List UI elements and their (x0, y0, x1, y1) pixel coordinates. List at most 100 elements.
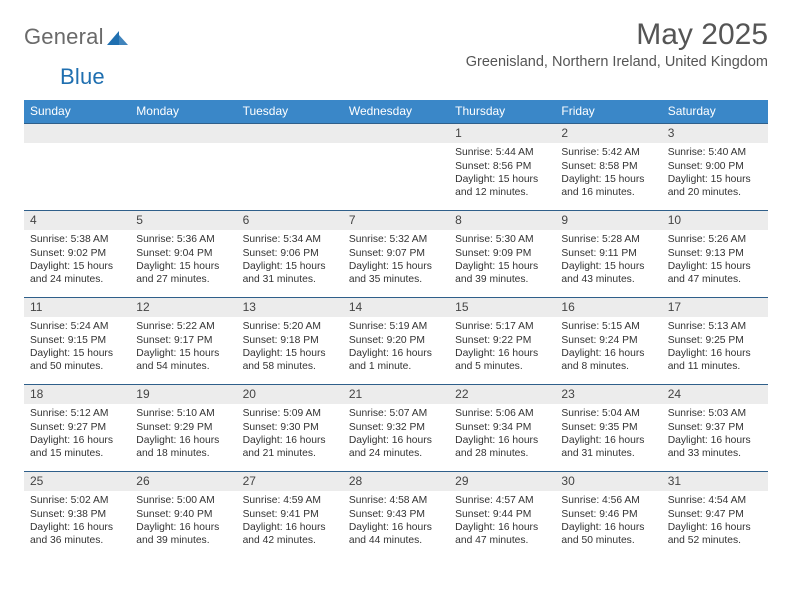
day-detail: Sunrise: 5:00 AMSunset: 9:40 PMDaylight:… (134, 494, 232, 547)
day-number: 19 (130, 385, 236, 404)
day-detail: Sunrise: 5:15 AMSunset: 9:24 PMDaylight:… (559, 320, 657, 373)
day-daylight2: and 21 minutes. (243, 447, 337, 460)
day-cell: 11Sunrise: 5:24 AMSunset: 9:15 PMDayligh… (24, 298, 130, 384)
day-daylight2: and 15 minutes. (30, 447, 124, 460)
day-number: 7 (343, 211, 449, 230)
day-cell: 22 Sunrise: 5:06 AMSunset: 9:34 PMDayligh… (449, 385, 555, 471)
day-cell: 6 Sunrise: 5:34 AMSunset: 9:06 PMDaylight… (237, 211, 343, 297)
weekday-header: Thursday (449, 100, 555, 123)
day-daylight1: Daylight: 15 hours (243, 347, 337, 360)
day-detail: Sunrise: 4:58 AMSunset: 9:43 PMDaylight:… (347, 494, 445, 547)
day-detail: Sunrise: 4:54 AMSunset: 9:47 PMDaylight:… (666, 494, 764, 547)
day-cell: 4Sunrise: 5:38 AMSunset: 9:02 PMDaylight… (24, 211, 130, 297)
day-sunrise: Sunrise: 5:17 AM (455, 320, 549, 333)
day-cell: 13Sunrise: 5:20 AMSunset: 9:18 PMDayligh… (237, 298, 343, 384)
day-detail: Sunrise: 5:09 AMSunset: 9:30 PMDaylight:… (241, 407, 339, 460)
day-sunrise: Sunrise: 5:09 AM (243, 407, 337, 420)
day-number: 16 (555, 298, 661, 317)
day-daylight1: Daylight: 16 hours (349, 521, 443, 534)
day-number: 21 (343, 385, 449, 404)
weekday-header: Sunday (24, 100, 130, 123)
day-daylight2: and 58 minutes. (243, 360, 337, 373)
day-daylight1: Daylight: 16 hours (243, 521, 337, 534)
day-daylight1: Daylight: 16 hours (668, 521, 762, 534)
day-cell: 20Sunrise: 5:09 AMSunset: 9:30 PMDayligh… (237, 385, 343, 471)
day-cell: 23Sunrise: 5:04 AMSunset: 9:35 PMDayligh… (555, 385, 661, 471)
day-detail: Sunrise: 5:06 AMSunset: 9:34 PMDaylight:… (453, 407, 551, 460)
title-block: May 2025 Greenisland, Northern Ireland, … (466, 18, 768, 70)
day-number: 5 (130, 211, 236, 230)
day-detail: Sunrise: 5:07 AMSunset: 9:32 PMDaylight:… (347, 407, 445, 460)
page-root: General May 2025 Greenisland, Northern I… (0, 0, 792, 572)
weekday-header-row: Sunday Monday Tuesday Wednesday Thursday… (24, 100, 768, 123)
day-sunrise: Sunrise: 5:04 AM (561, 407, 655, 420)
day-number: 22 (449, 385, 555, 404)
day-number: 25 (24, 472, 130, 491)
day-detail: Sunrise: 5:44 AMSunset: 8:56 PMDaylight:… (453, 146, 551, 199)
day-cell: 10Sunrise: 5:26 AMSunset: 9:13 PMDayligh… (662, 211, 768, 297)
day-daylight1: Daylight: 16 hours (136, 434, 230, 447)
day-sunrise: Sunrise: 4:54 AM (668, 494, 762, 507)
day-sunset: Sunset: 9:25 PM (668, 334, 762, 347)
day-cell: 25Sunrise: 5:02 AMSunset: 9:38 PMDayligh… (24, 472, 130, 558)
day-daylight1: Daylight: 15 hours (455, 173, 549, 186)
day-daylight2: and 54 minutes. (136, 360, 230, 373)
day-detail: Sunrise: 5:28 AMSunset: 9:11 PMDaylight:… (559, 233, 657, 286)
day-cell: 3Sunrise: 5:40 AMSunset: 9:00 PMDaylight… (662, 124, 768, 210)
day-sunrise: Sunrise: 5:03 AM (668, 407, 762, 420)
day-daylight2: and 52 minutes. (668, 534, 762, 547)
day-daylight2: and 24 minutes. (349, 447, 443, 460)
brand-mark-icon (107, 29, 129, 47)
day-sunset: Sunset: 9:44 PM (455, 508, 549, 521)
day-sunset: Sunset: 9:27 PM (30, 421, 124, 434)
day-daylight2: and 42 minutes. (243, 534, 337, 547)
day-cell: 21 Sunrise: 5:07 AMSunset: 9:32 PMDayligh… (343, 385, 449, 471)
day-sunrise: Sunrise: 4:59 AM (243, 494, 337, 507)
day-daylight2: and 1 minute. (349, 360, 443, 373)
day-cell: 19 Sunrise: 5:10 AMSunset: 9:29 PMDayligh… (130, 385, 236, 471)
day-sunset: Sunset: 9:02 PM (30, 247, 124, 260)
day-number: 30 (555, 472, 661, 491)
day-detail: Sunrise: 5:34 AMSunset: 9:06 PMDaylight:… (241, 233, 339, 286)
day-sunset: Sunset: 9:37 PM (668, 421, 762, 434)
day-number: 6 (237, 211, 343, 230)
day-sunset: Sunset: 9:41 PM (243, 508, 337, 521)
day-sunrise: Sunrise: 5:42 AM (561, 146, 655, 159)
week-row: 11Sunrise: 5:24 AMSunset: 9:15 PMDayligh… (24, 297, 768, 384)
week-row: 18Sunrise: 5:12 AMSunset: 9:27 PMDayligh… (24, 384, 768, 471)
day-sunrise: Sunrise: 5:13 AM (668, 320, 762, 333)
day-sunset: Sunset: 9:38 PM (30, 508, 124, 521)
day-sunset: Sunset: 9:15 PM (30, 334, 124, 347)
day-sunrise: Sunrise: 4:58 AM (349, 494, 443, 507)
day-daylight2: and 50 minutes. (561, 534, 655, 547)
day-sunset: Sunset: 9:00 PM (668, 160, 762, 173)
day-daylight2: and 27 minutes. (136, 273, 230, 286)
weekday-header: Wednesday (343, 100, 449, 123)
day-daylight2: and 50 minutes. (30, 360, 124, 373)
week-row: 25Sunrise: 5:02 AMSunset: 9:38 PMDayligh… (24, 471, 768, 558)
day-sunset: Sunset: 9:32 PM (349, 421, 443, 434)
day-daylight2: and 5 minutes. (455, 360, 549, 373)
day-detail: Sunrise: 5:24 AMSunset: 9:15 PMDaylight:… (28, 320, 126, 373)
day-sunrise: Sunrise: 5:20 AM (243, 320, 337, 333)
day-daylight2: and 24 minutes. (30, 273, 124, 286)
day-cell: 12Sunrise: 5:22 AMSunset: 9:17 PMDayligh… (130, 298, 236, 384)
day-daylight2: and 20 minutes. (668, 186, 762, 199)
day-detail: Sunrise: 5:10 AMSunset: 9:29 PMDaylight:… (134, 407, 232, 460)
day-daylight2: and 28 minutes. (455, 447, 549, 460)
day-number: 12 (130, 298, 236, 317)
day-cell (237, 124, 343, 210)
day-cell: 1Sunrise: 5:44 AMSunset: 8:56 PMDaylight… (449, 124, 555, 210)
week-row: 1Sunrise: 5:44 AMSunset: 8:56 PMDaylight… (24, 123, 768, 210)
day-daylight2: and 36 minutes. (30, 534, 124, 547)
day-number (24, 124, 130, 143)
day-sunset: Sunset: 9:29 PM (136, 421, 230, 434)
brand-name-a: General (24, 24, 104, 50)
day-sunset: Sunset: 9:11 PM (561, 247, 655, 260)
day-cell: 8Sunrise: 5:30 AMSunset: 9:09 PMDaylight… (449, 211, 555, 297)
day-daylight1: Daylight: 16 hours (561, 521, 655, 534)
day-cell: 9Sunrise: 5:28 AMSunset: 9:11 PMDaylight… (555, 211, 661, 297)
day-daylight1: Daylight: 15 hours (136, 347, 230, 360)
day-sunset: Sunset: 9:07 PM (349, 247, 443, 260)
day-cell: 31Sunrise: 4:54 AMSunset: 9:47 PMDayligh… (662, 472, 768, 558)
